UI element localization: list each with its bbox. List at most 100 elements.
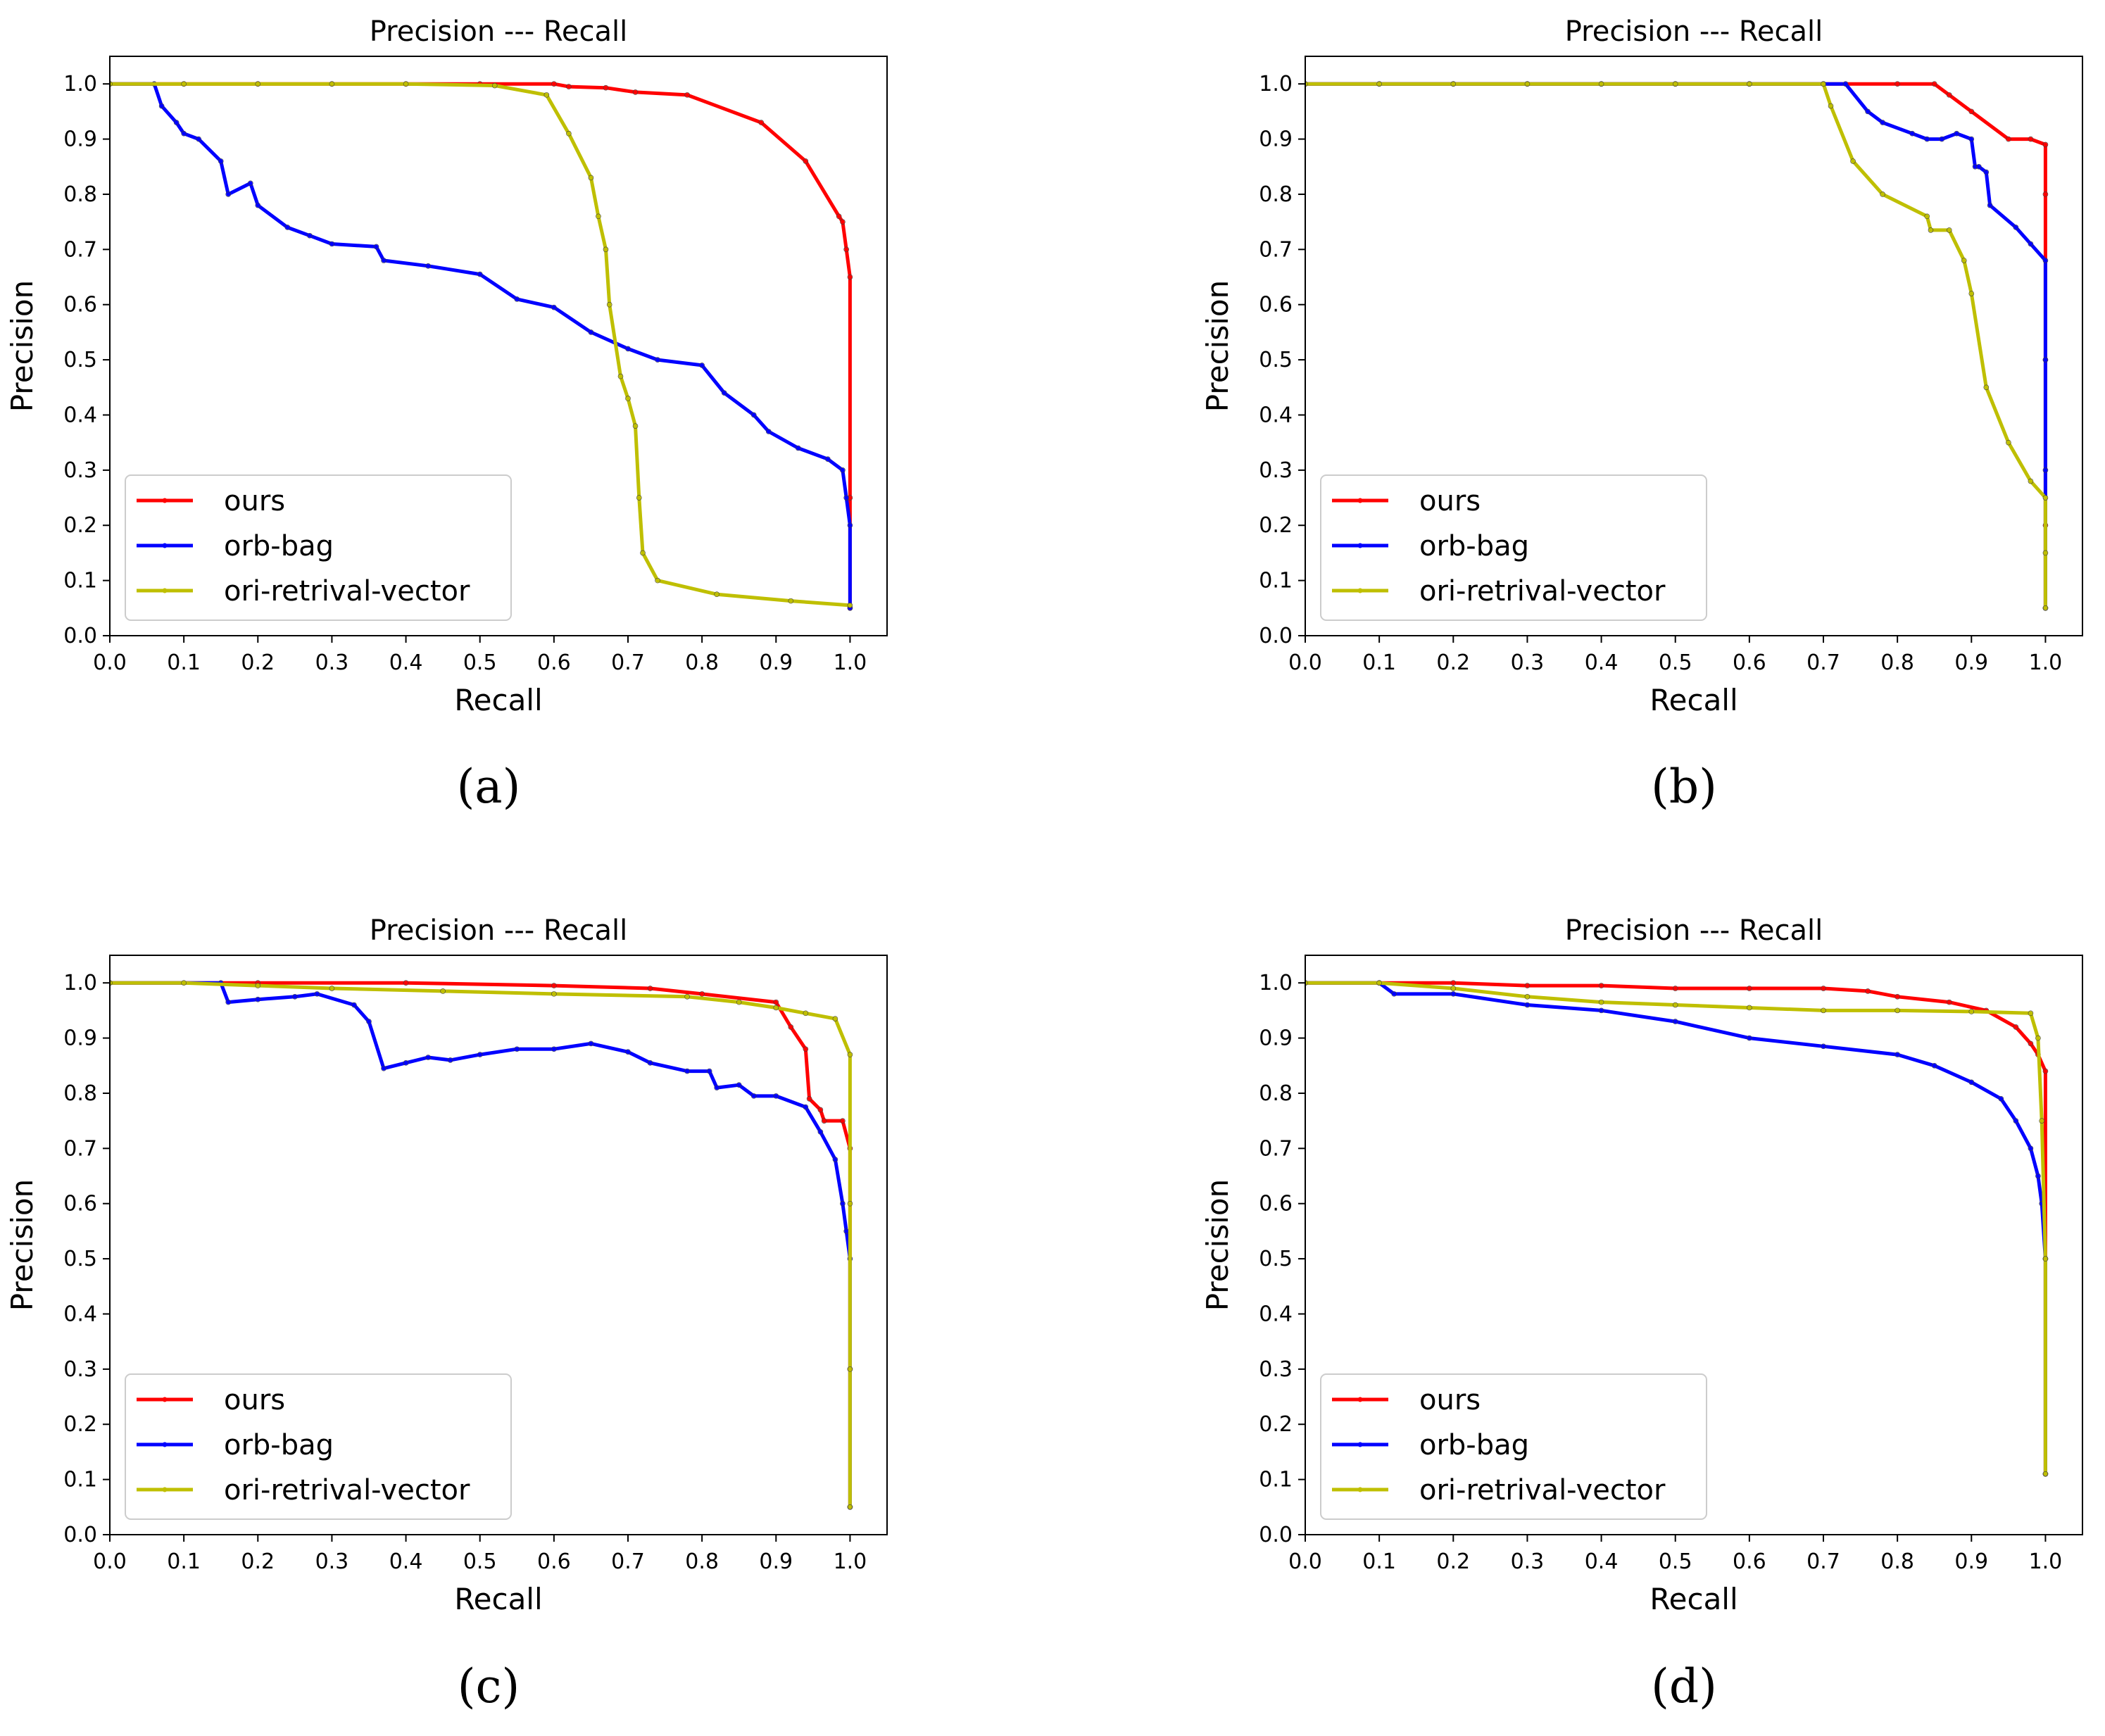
panel-label: (c)	[458, 1659, 520, 1713]
legend-marker	[162, 543, 168, 548]
y-tick-label: 0.5	[1259, 1247, 1293, 1271]
data-point	[440, 988, 446, 994]
y-tick-label: 1.0	[63, 971, 97, 995]
data-point	[2042, 1068, 2049, 1074]
chart-panel-c: Precision --- Recall 0.0 0.1 0.2 0.3 0.4 0.5 0.…	[5, 914, 888, 1713]
y-tick-label: 0.9	[1259, 127, 1293, 152]
y-tick-label: 0.6	[63, 293, 97, 317]
data-point	[1894, 1007, 1900, 1014]
data-point	[788, 1024, 794, 1030]
x-tick-label: 0.9	[759, 650, 793, 675]
data-point	[1931, 81, 1937, 87]
data-point	[1672, 1019, 1678, 1024]
data-point	[714, 591, 720, 598]
data-point	[847, 603, 853, 608]
data-point	[284, 225, 291, 230]
data-point	[773, 999, 779, 1005]
data-point	[366, 1019, 372, 1024]
x-tick-label: 0.9	[759, 1549, 793, 1574]
data-point	[351, 1002, 357, 1008]
data-point	[255, 996, 261, 1002]
chart-panel-b: Precision --- Recall 0.0 0.1 0.2 0.3 0.4 0.5 0.…	[1200, 15, 2083, 814]
legend-item: ori-retrival-vector	[137, 575, 470, 608]
data-point	[2039, 1118, 2044, 1124]
data-point	[2042, 258, 2049, 263]
legend-label: ours	[224, 485, 285, 517]
data-point	[1894, 993, 1900, 1000]
legend-box	[1320, 474, 1707, 621]
x-tick-label: 1.0	[2029, 1549, 2063, 1574]
x-tick-label: 0.6	[537, 650, 571, 675]
data-point	[1828, 103, 1834, 109]
x-axis-label: Recall	[454, 1582, 542, 1616]
data-point	[847, 522, 853, 529]
data-point	[1821, 986, 1826, 991]
y-axis-label: Precision	[1200, 1179, 1235, 1311]
legend-box	[125, 474, 512, 621]
data-point	[1939, 136, 1945, 142]
x-tick-label: 0.3	[315, 650, 349, 675]
data-point	[684, 993, 690, 1000]
legend-item: orb-bag	[1332, 530, 1529, 562]
panel-label: (b)	[1651, 760, 1717, 814]
data-point	[603, 246, 609, 253]
data-point	[640, 550, 646, 556]
legend-marker	[1357, 1442, 1363, 1447]
x-tick-label: 0.9	[1954, 1549, 1988, 1574]
plot-frame	[109, 56, 888, 636]
x-tick-label: 0.2	[241, 650, 275, 675]
x-tick-label: 0.5	[463, 650, 497, 675]
y-tick-label: 0.3	[1259, 1357, 1293, 1382]
data-point	[803, 1010, 809, 1017]
data-point	[588, 1040, 594, 1047]
data-point	[1968, 1009, 1975, 1014]
x-tick-label: 0.4	[1585, 1549, 1619, 1574]
data-point	[803, 158, 809, 164]
legend-label: orb-bag	[1419, 530, 1529, 562]
x-tick-label: 1.0	[834, 1549, 867, 1574]
data-point	[1946, 92, 1952, 98]
data-point	[1924, 213, 1930, 220]
data-point	[840, 1118, 846, 1124]
panel-label: (d)	[1651, 1659, 1717, 1713]
y-tick-label: 0.5	[1259, 348, 1293, 372]
x-tick-label: 0.0	[93, 1549, 127, 1574]
y-tick-label: 0.9	[63, 1026, 97, 1051]
data-point	[551, 983, 557, 988]
series-line-ours	[110, 981, 852, 1509]
data-point	[1968, 136, 1975, 142]
x-tick-label: 0.6	[1733, 1549, 1766, 1574]
data-point	[1672, 986, 1678, 991]
x-tick-label: 0.0	[1288, 1549, 1322, 1574]
x-axis-label: Recall	[1650, 683, 1738, 717]
data-point	[255, 983, 261, 988]
data-point	[750, 412, 757, 418]
y-tick-label: 0.6	[1259, 293, 1293, 317]
x-tick-label: 0.4	[389, 1549, 423, 1574]
data-point	[714, 1085, 720, 1090]
data-point	[1376, 81, 1382, 87]
y-tick-label: 0.5	[63, 1247, 97, 1271]
legend-item: ori-retrival-vector	[1332, 575, 1666, 608]
legend-item: ori-retrival-vector	[1332, 1474, 1666, 1507]
x-tick-label: 0.1	[1362, 650, 1396, 675]
data-point	[2035, 1173, 2041, 1179]
data-point	[1928, 227, 1934, 233]
legend-label: ours	[1419, 485, 1481, 517]
data-point	[625, 396, 631, 401]
data-point	[1598, 999, 1604, 1005]
y-tick-label: 0.7	[1259, 1136, 1293, 1161]
data-point	[1946, 227, 1952, 233]
series-orb-bag	[110, 980, 853, 1510]
data-point	[847, 1200, 853, 1207]
data-point	[617, 373, 624, 379]
y-tick-label: 0.0	[1259, 1523, 1293, 1547]
y-tick-label: 0.2	[1259, 513, 1293, 538]
data-point	[699, 991, 705, 997]
x-tick-label: 0.3	[1511, 1549, 1545, 1574]
data-point	[1672, 1002, 1678, 1008]
x-tick-label: 1.0	[2029, 650, 2063, 675]
y-tick-label: 0.6	[1259, 1192, 1293, 1216]
data-point	[1924, 136, 1930, 142]
